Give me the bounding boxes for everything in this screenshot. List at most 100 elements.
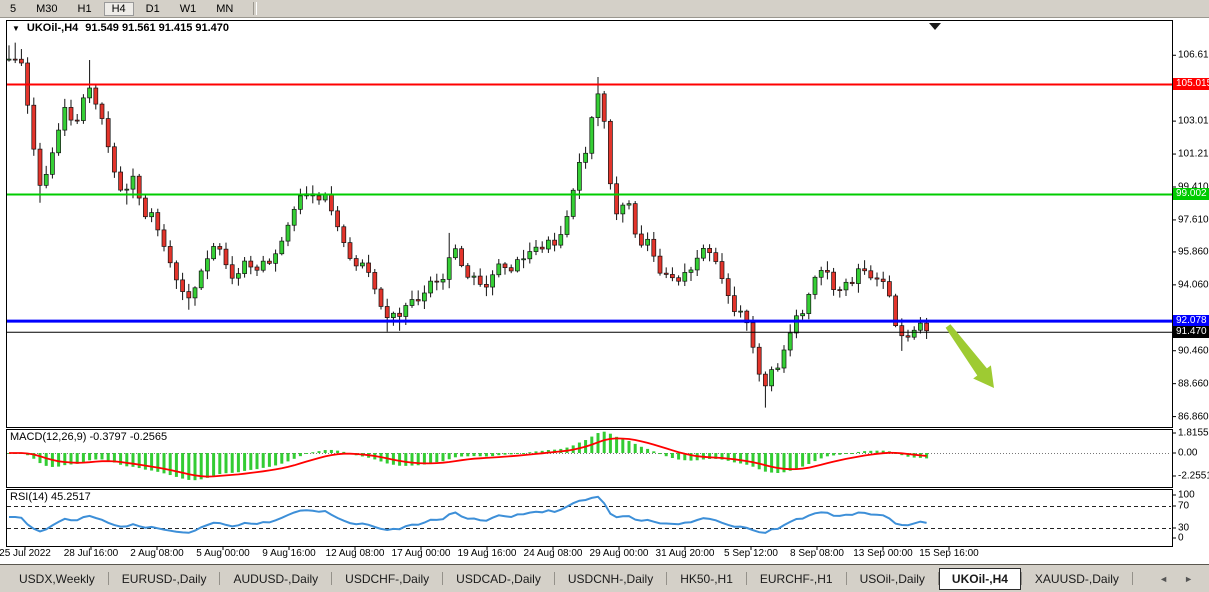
candle — [223, 242, 229, 270]
candle — [434, 273, 440, 291]
time-tick-label: 8 Sep 08:00 — [790, 548, 844, 559]
indicator-tick-label: 30 — [1178, 522, 1190, 534]
candle — [74, 113, 80, 125]
price-panel — [6, 20, 1173, 428]
down-arrow-annotation[interactable] — [945, 324, 994, 388]
panel-splitter-macd[interactable] — [6, 427, 1172, 430]
tab-scroll-right-icon[interactable]: ► — [1184, 573, 1193, 584]
candle — [484, 275, 489, 297]
chart-tab-usdchf-daily[interactable]: USDCHF-,Daily — [345, 571, 430, 586]
timeframe-button-MN[interactable]: MN — [216, 2, 234, 15]
candle — [701, 244, 706, 262]
tab-separator — [745, 572, 747, 585]
tab-separator — [1131, 572, 1133, 585]
candle — [620, 202, 626, 223]
chart-shift-marker[interactable] — [929, 23, 941, 30]
candle — [719, 253, 725, 284]
candle — [56, 123, 61, 156]
candle — [738, 305, 743, 318]
timeframe-button-M30[interactable]: M30 — [36, 2, 58, 15]
candle — [670, 267, 675, 282]
chart-menu-triangle-icon[interactable]: ▼ — [12, 23, 20, 33]
price-highlight-label: 92.078 — [1173, 315, 1209, 328]
candle — [136, 173, 142, 206]
candle — [800, 309, 805, 320]
candle — [639, 225, 644, 248]
tab-scroll-left-icon[interactable]: ◄ — [1159, 573, 1169, 584]
candle — [378, 286, 384, 310]
tab-scroll-nav: ◄ ► — [1159, 574, 1209, 584]
time-tick-label: 19 Aug 16:00 — [457, 548, 517, 559]
tab-separator — [937, 572, 939, 585]
time-tick-label: 24 Aug 08:00 — [523, 548, 583, 559]
timeframe-button-H1[interactable]: H1 — [77, 2, 92, 15]
timeframe-button-H4[interactable]: H4 — [103, 1, 134, 16]
candle — [781, 345, 787, 373]
price-tick-label: 95.860 — [1178, 246, 1209, 258]
candle — [911, 326, 917, 340]
candle — [155, 208, 161, 237]
candle — [50, 147, 55, 179]
candle — [161, 224, 167, 252]
candle — [229, 256, 235, 285]
candle — [118, 166, 123, 192]
chart-tab-eurchf-h1[interactable]: EURCHF-,H1 — [759, 571, 833, 586]
chart-tab-hk50-h1[interactable]: HK50-,H1 — [680, 571, 733, 586]
chart-tab-ukoil-h4[interactable]: UKOil-,H4 — [938, 567, 1021, 590]
chart-tab-eurusd-daily[interactable]: EURUSD-,Daily — [121, 571, 207, 586]
candle — [397, 307, 402, 331]
candle — [676, 275, 681, 286]
chart-tab-usdx-weekly[interactable]: USDX,Weekly — [19, 571, 95, 586]
candle — [707, 244, 712, 262]
rsi-line — [9, 495, 927, 534]
symbol-tab-bar: USDX,Weekly EURUSD-,Daily AUDUSD-,Daily USD… — [0, 564, 1209, 592]
timeframe-button-W1[interactable]: W1 — [179, 2, 197, 15]
tab-separator — [553, 572, 555, 585]
candle — [825, 261, 830, 280]
candle — [812, 275, 818, 300]
price-tick-label: 90.460 — [1178, 345, 1209, 357]
chart-tab-xauusd-daily[interactable]: XAUUSD-,Daily — [1034, 571, 1119, 586]
candle — [570, 188, 576, 220]
candle — [496, 258, 502, 278]
chart-tab-usdcad-daily[interactable]: USDCAD-,Daily — [456, 571, 541, 586]
timeframe-button-5[interactable]: 5 — [10, 2, 17, 15]
macd-indicator-label: MACD(12,26,9) -0.3797 -0.2565 — [10, 431, 167, 443]
candle — [260, 255, 266, 273]
candle — [205, 250, 210, 280]
timeframe-toolbar: 5 M30 H1 H4 D1 W1 MN — [0, 0, 1209, 18]
panel-splitter-rsi[interactable] — [6, 487, 1172, 490]
macd-signal-line — [9, 437, 927, 478]
chart-symbol-title: UKOil-,H4 — [26, 22, 79, 34]
chart-tab-usoil-daily[interactable]: USOil-,Daily — [859, 571, 925, 586]
price-tick-label: 103.010 — [1178, 115, 1209, 127]
timeframe-button-D1[interactable]: D1 — [145, 2, 160, 15]
candle — [167, 240, 173, 268]
price-tick-label: 88.660 — [1178, 378, 1209, 390]
rsi-name: RSI(14) — [10, 491, 48, 503]
macd-name: MACD(12,26,9) — [10, 431, 87, 443]
candles-series — [6, 42, 929, 408]
chart-tab-audusd-daily[interactable]: AUDUSD-,Daily — [233, 571, 319, 586]
candle — [446, 232, 452, 289]
time-tick-label: 9 Aug 16:00 — [262, 548, 316, 559]
rsi-value: 45.2517 — [50, 491, 91, 503]
chart-tab-usdcnh-daily[interactable]: USDCNH-,Daily — [567, 571, 654, 586]
candle — [93, 83, 99, 110]
candle — [440, 273, 446, 290]
candle — [267, 258, 272, 265]
time-tick-label: 15 Sep 16:00 — [919, 548, 979, 559]
price-highlight-label: 91.470 — [1173, 326, 1209, 339]
indicator-tick-label: 100 — [1178, 489, 1195, 501]
candle — [391, 311, 396, 326]
candle — [552, 232, 557, 252]
candle — [409, 290, 415, 308]
candle — [279, 236, 285, 256]
time-tick-label: 12 Aug 08:00 — [325, 548, 385, 559]
time-tick-label: 5 Sep 12:00 — [724, 548, 778, 559]
candle — [366, 254, 371, 278]
time-tick-label: 17 Aug 00:00 — [391, 548, 451, 559]
candle — [459, 245, 464, 268]
